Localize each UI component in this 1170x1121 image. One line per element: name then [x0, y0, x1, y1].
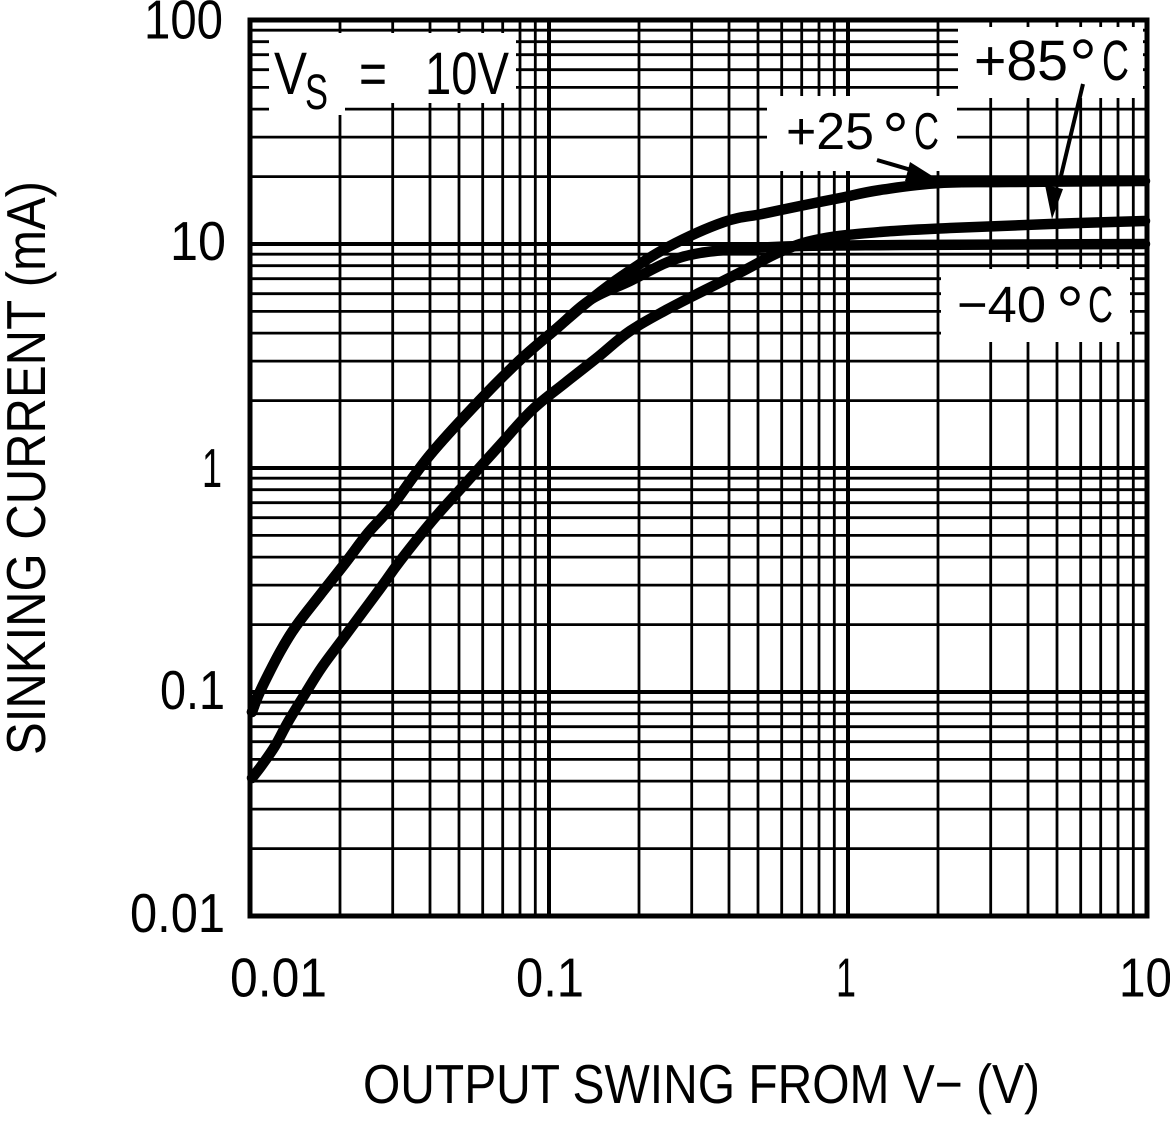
svg-text:S: S	[305, 64, 328, 120]
svg-text:1: 1	[836, 947, 856, 1009]
svg-text:0.1: 0.1	[516, 947, 584, 1009]
svg-text:1: 1	[202, 437, 222, 499]
svg-text:C: C	[914, 103, 939, 161]
svg-text:OUTPUT SWING FROM V− (V): OUTPUT SWING FROM V− (V)	[363, 1053, 1040, 1115]
svg-text:C: C	[1102, 29, 1129, 93]
svg-text:SINKING CURRENT (mA): SINKING CURRENT (mA)	[0, 181, 57, 755]
svg-text:10: 10	[170, 210, 226, 272]
svg-text:10V: 10V	[425, 40, 509, 107]
svg-text:V: V	[274, 40, 307, 107]
svg-text:=: =	[359, 40, 387, 107]
svg-text:10: 10	[1119, 947, 1170, 1009]
svg-text:0.01: 0.01	[230, 947, 327, 1009]
svg-text:0.01: 0.01	[130, 882, 225, 944]
svg-text:C: C	[1088, 276, 1113, 333]
svg-text:0.1: 0.1	[160, 659, 225, 721]
svg-text:+25: +25	[786, 103, 874, 161]
svg-text:100: 100	[144, 0, 223, 51]
svg-text:+85: +85	[974, 29, 1068, 93]
svg-text:−40: −40	[957, 276, 1046, 333]
